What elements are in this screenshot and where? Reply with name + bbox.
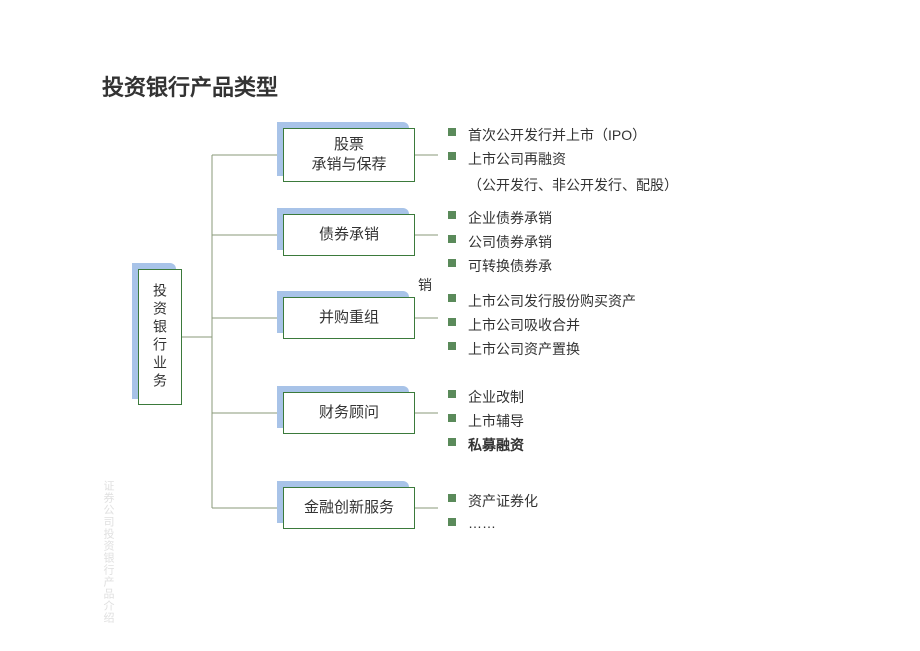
- bullet-item: 上市公司再融资: [448, 149, 566, 169]
- bullet-text: 企业改制: [468, 387, 524, 407]
- bullet-square-icon: [448, 342, 456, 350]
- bullet-item: 可转换债券承: [448, 256, 552, 276]
- root-node: 投资银行业务: [138, 269, 182, 405]
- bullet-text: 上市公司吸收合并: [468, 315, 580, 335]
- bullet-text: 上市公司资产置换: [468, 339, 580, 359]
- category-label: 财务顾问: [319, 403, 379, 423]
- bullet-text: 资产证券化: [468, 491, 538, 511]
- bullet-item: 上市公司发行股份购买资产: [448, 291, 636, 311]
- watermark-text: 证券公司投资银行产品介绍: [100, 480, 116, 624]
- bullet-text: ……: [468, 515, 496, 531]
- category-node: 金融创新服务: [283, 487, 415, 529]
- bullet-square-icon: [448, 128, 456, 136]
- bullet-continuation: （公开发行、非公开发行、配股）: [468, 175, 678, 195]
- bullet-item: 资产证券化: [448, 491, 538, 511]
- bullet-item: 上市公司吸收合并: [448, 315, 580, 335]
- bullet-item: 上市公司资产置换: [448, 339, 580, 359]
- category-label: 金融创新服务: [304, 498, 394, 518]
- bullet-square-icon: [448, 414, 456, 422]
- bullet-text: 公司债券承销: [468, 232, 552, 252]
- bullet-square-icon: [448, 438, 456, 446]
- bullet-item: 企业债券承销: [448, 208, 552, 228]
- category-node: 股票 承销与保荐: [283, 128, 415, 182]
- bullet-text: 上市辅导: [468, 411, 524, 431]
- root-label: 投资银行业务: [150, 283, 170, 391]
- bullet-item: 私募融资: [448, 435, 524, 455]
- bullet-square-icon: [448, 211, 456, 219]
- bullet-item: ……: [448, 515, 496, 531]
- bullet-square-icon: [448, 294, 456, 302]
- bullet-text: 首次公开发行并上市（IPO）: [468, 125, 646, 145]
- bullet-square-icon: [448, 518, 456, 526]
- category-label: 债券承销: [319, 225, 379, 245]
- page-title: 投资银行产品类型: [102, 70, 278, 102]
- bullet-text: 企业债券承销: [468, 208, 552, 228]
- bullet-item: 企业改制: [448, 387, 524, 407]
- category-label: 股票 承销与保荐: [311, 135, 386, 176]
- bullet-text: 上市公司再融资: [468, 149, 566, 169]
- bullet-square-icon: [448, 494, 456, 502]
- bullet-item: 公司债券承销: [448, 232, 552, 252]
- bullet-square-icon: [448, 390, 456, 398]
- category-label: 并购重组: [319, 308, 379, 328]
- bullet-square-icon: [448, 259, 456, 267]
- bullet-text: 上市公司发行股份购买资产: [468, 291, 636, 311]
- bullet-text: 可转换债券承: [468, 256, 552, 276]
- category-node: 债券承销: [283, 214, 415, 256]
- bullet-square-icon: [448, 318, 456, 326]
- category-node: 财务顾问: [283, 392, 415, 434]
- bullet-continuation: 销: [418, 275, 432, 295]
- bullet-item: 上市辅导: [448, 411, 524, 431]
- bullet-text: 私募融资: [468, 435, 524, 455]
- bullet-square-icon: [448, 152, 456, 160]
- category-node: 并购重组: [283, 297, 415, 339]
- bullet-square-icon: [448, 235, 456, 243]
- bullet-item: 首次公开发行并上市（IPO）: [448, 125, 646, 145]
